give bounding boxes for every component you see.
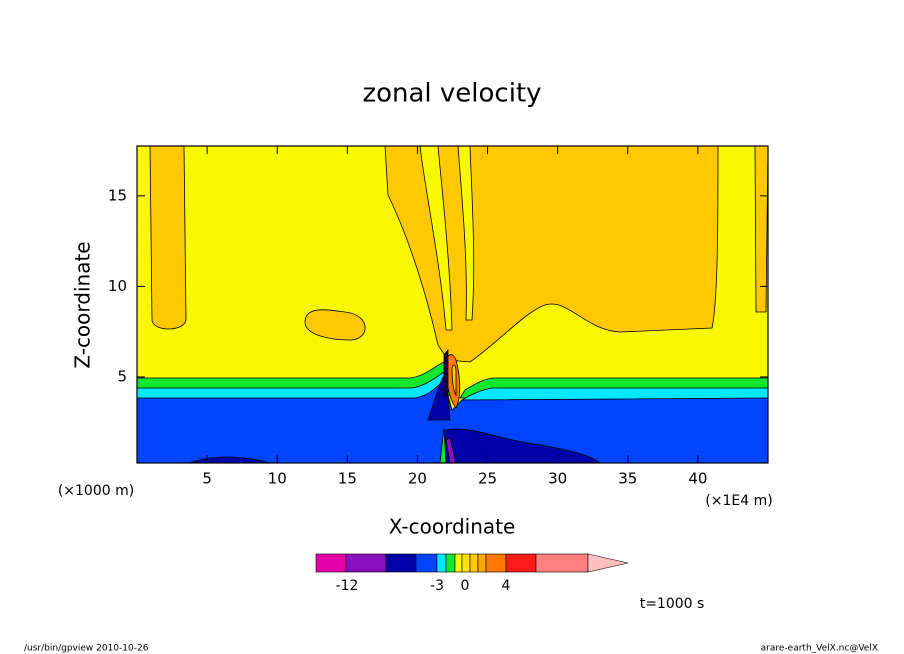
- footer-left: /usr/bin/gpview 2010-10-26: [24, 644, 149, 654]
- y-axis-title: Z-coordinate: [71, 241, 95, 368]
- field-yellow: [457, 146, 475, 321]
- colorbar-tick-label: -3: [430, 578, 444, 594]
- colorbar-segment: [454, 553, 463, 573]
- x-tick-label: 35: [618, 470, 637, 488]
- chart-title: zonal velocity: [362, 79, 541, 109]
- x-tick-label: 20: [408, 470, 427, 488]
- x-axis-title: X-coordinate: [389, 515, 516, 539]
- colorbar-segment: [461, 553, 471, 573]
- field-yellow: [419, 146, 453, 331]
- y-unit: (×1000 m): [58, 483, 134, 499]
- colorbar-tick-label: 0: [461, 578, 470, 594]
- y-tick-label: 15: [108, 186, 127, 204]
- field-gold: [451, 364, 457, 397]
- colorbar-segment: [315, 553, 347, 573]
- footer-right: arare-earth_VelX.nc@VelX: [761, 644, 878, 654]
- colorbar-tick-label: 4: [502, 578, 511, 594]
- colorbar-tick-label: -12: [336, 578, 359, 594]
- x-tick-label: 25: [478, 470, 497, 488]
- contour-field: [137, 146, 768, 463]
- colorbar-segment: [477, 553, 487, 573]
- colorbar-segment: [385, 553, 417, 573]
- time-label: t=1000 s: [640, 596, 705, 612]
- field-purple: [445, 437, 457, 463]
- colorbar-segment: [469, 553, 479, 573]
- field-dark: [443, 348, 449, 400]
- x-tick-label: 15: [338, 470, 357, 488]
- field-gold: [754, 146, 768, 313]
- colorbar-segment: [345, 553, 387, 573]
- colorbar-segment: [485, 553, 507, 573]
- colorbar-segment: [445, 553, 456, 573]
- colorbar-segment: [415, 553, 438, 573]
- y-tick-label: 10: [108, 277, 127, 295]
- field-gold: [149, 146, 187, 330]
- x-tick-label: 5: [202, 470, 212, 488]
- plot-frame: [136, 145, 769, 464]
- x-tick-label: 30: [548, 470, 567, 488]
- field-blue: [137, 379, 768, 463]
- colorbar-segment: [505, 553, 537, 573]
- colorbar-arrow: [587, 553, 629, 573]
- x-tick-label: 40: [688, 470, 707, 488]
- x-unit: (×1E4 m): [705, 493, 772, 509]
- field-green: [439, 427, 447, 463]
- field-gold: [304, 309, 366, 341]
- y-tick-label: 5: [117, 367, 127, 385]
- colorbar-segment: [436, 553, 447, 573]
- x-tick-label: 10: [268, 470, 287, 488]
- colorbar-segment: [535, 553, 589, 573]
